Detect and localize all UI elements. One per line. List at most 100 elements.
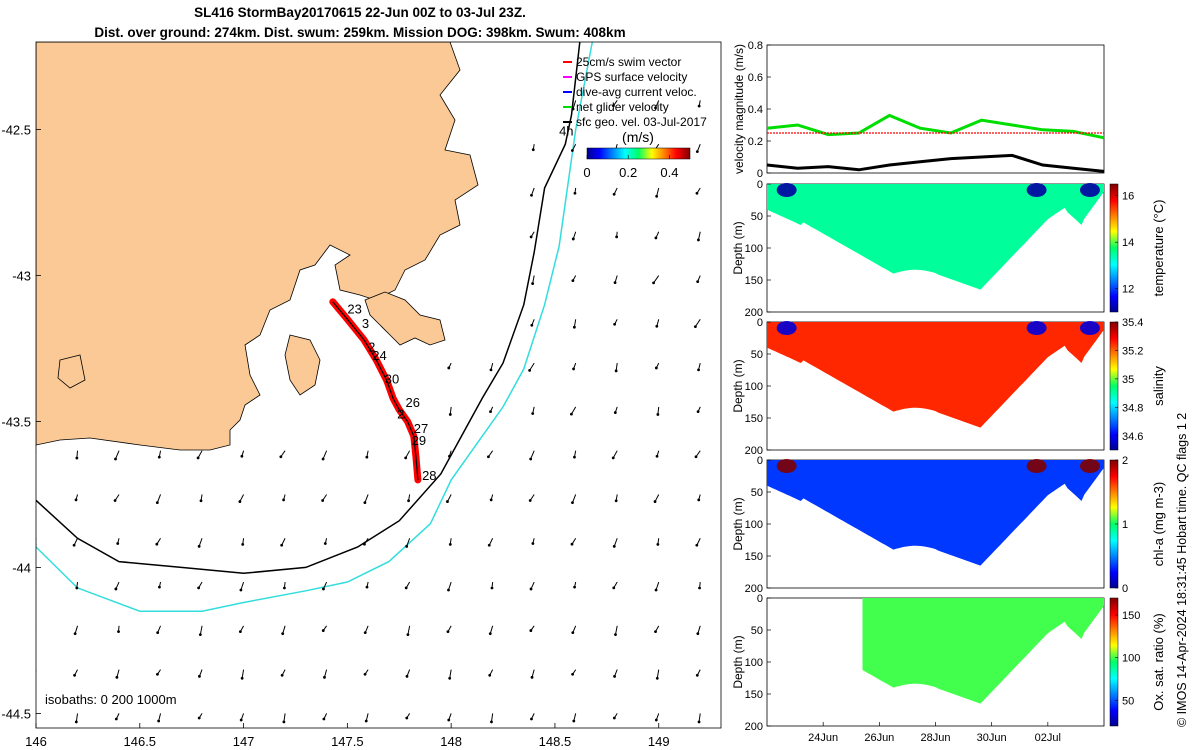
velocity-arrow — [571, 100, 577, 111]
velocity-arrow — [655, 450, 660, 458]
x-tick-label: 146 — [25, 734, 47, 749]
arrow-shaft — [364, 494, 369, 503]
arrow-head — [33, 455, 36, 458]
arrow-shaft — [156, 494, 162, 503]
arrow-shaft — [572, 494, 577, 503]
velocity-arrow — [283, 581, 286, 590]
track-day-label: 29 — [412, 433, 426, 448]
time-axis: 24Jun 26Jun 28Jun 30Jun 02Jul — [808, 722, 1061, 744]
speed-colorbar: (m/s) 0 0.2 0.4 — [583, 129, 691, 180]
arrow-head — [446, 630, 450, 634]
arrow-head — [615, 235, 619, 239]
velocity-arrow — [654, 581, 660, 592]
arrow-shaft — [572, 100, 577, 110]
arrow-head — [697, 498, 701, 502]
arrow-shaft — [656, 669, 660, 679]
velocity-arrow — [487, 450, 494, 459]
arrow-head — [321, 629, 325, 632]
velocity-arrow — [573, 581, 577, 589]
velocity-arrow — [36, 582, 37, 584]
velocity-arrow — [531, 406, 535, 415]
arrow-head — [696, 632, 700, 636]
arrow-head — [158, 585, 161, 589]
velocity-arrow — [572, 319, 577, 329]
velocity-arrow — [114, 581, 120, 591]
arrow-head — [279, 455, 283, 459]
arrow-head — [655, 194, 659, 198]
arrow-head — [448, 413, 452, 416]
plot-title-line-2: Dist. over ground: 274km. Dist. swum: 25… — [94, 25, 626, 40]
velocity-arrow — [490, 581, 494, 590]
surface-patch — [776, 321, 797, 335]
arrow-head — [653, 500, 657, 503]
arrow-head — [654, 106, 657, 110]
arrow-head — [407, 499, 410, 503]
section-cbar-tick-label: 16 — [1122, 191, 1134, 203]
time-tick-label: 28Jun — [921, 732, 951, 744]
velocity-panel: 0 0.2 0.4 0.6 0.8 velocity magnitude (m/s) — [732, 40, 1105, 180]
credit-text: © IMOS 14-Apr-2024 18:31:45 Hobart time.… — [1175, 412, 1189, 727]
arrow-head — [404, 586, 408, 590]
colorbar-tick-label: 0.2 — [619, 165, 637, 180]
velocity-arrow — [323, 538, 328, 545]
section-y-tick-label: 200 — [745, 445, 763, 457]
legend-label: 25cm/s swim vector — [576, 55, 681, 69]
surface-patch — [776, 183, 797, 197]
velocity-arrow — [570, 537, 577, 546]
arrow-head — [447, 718, 451, 722]
section-cbar-tick-label: 12 — [1122, 284, 1134, 296]
arrow-head — [282, 720, 286, 724]
section-y-tick-label: 50 — [751, 211, 763, 223]
time-tick-label: 26Jun — [864, 732, 894, 744]
arrow-head — [571, 279, 575, 283]
arrow-head — [697, 238, 700, 242]
section-y-tick-label: 0 — [757, 317, 763, 329]
arrow-head — [654, 366, 658, 370]
section-y-tick-label: 50 — [751, 349, 763, 361]
arrow-head — [528, 368, 532, 372]
velocity-arrow — [528, 362, 535, 372]
arrow-head — [695, 543, 699, 547]
velocity-arrow — [321, 494, 328, 502]
velocity-arrow — [613, 669, 618, 678]
velocity-arrow — [281, 625, 286, 636]
section-y-tick-label: 150 — [745, 689, 763, 701]
section-cbar-tick-label: 35.4 — [1122, 317, 1143, 329]
arrow-shaft — [198, 538, 203, 547]
colorbar-gradient — [586, 147, 691, 160]
section-cbar-tick-label: 2 — [1122, 455, 1128, 467]
arrow-head — [571, 631, 575, 635]
section-cbar-label: temperature (°C) — [1151, 200, 1166, 297]
velocity-arrow — [697, 100, 701, 108]
surface-velocity-arrows — [33, 100, 701, 724]
velocity-arrow — [364, 713, 369, 723]
velocity-arrow — [446, 494, 452, 503]
arrow-head — [531, 148, 535, 152]
arrow-head — [488, 632, 492, 636]
surface-patch — [776, 459, 797, 473]
velocity-arrow — [570, 406, 577, 416]
velocity-arrow — [655, 669, 660, 680]
arrow-shaft — [656, 187, 660, 197]
velocity-arrow — [529, 625, 535, 632]
velocity-arrow — [697, 494, 701, 502]
arrow-head — [155, 501, 159, 505]
arrow-head — [614, 633, 617, 637]
velocity-arrow — [612, 100, 618, 108]
arrow-head — [571, 501, 574, 505]
track-day-label: 3 — [362, 316, 369, 331]
arrow-head — [73, 673, 76, 677]
arrow-head — [447, 366, 451, 370]
section-ylabel: Depth (m) — [731, 635, 745, 688]
arrow-head — [198, 674, 201, 678]
arrow-head — [613, 674, 616, 678]
land-tasmania — [36, 42, 479, 451]
surface-patch — [1079, 459, 1100, 473]
arrow-shaft — [406, 538, 411, 547]
colorbar-tick-label: 0.4 — [660, 165, 678, 180]
velocity-arrow — [282, 494, 286, 502]
section-cbar-tick-label: 34.8 — [1122, 402, 1143, 414]
arrow-shaft — [36, 494, 37, 496]
section-ylabel: Depth (m) — [731, 497, 745, 550]
